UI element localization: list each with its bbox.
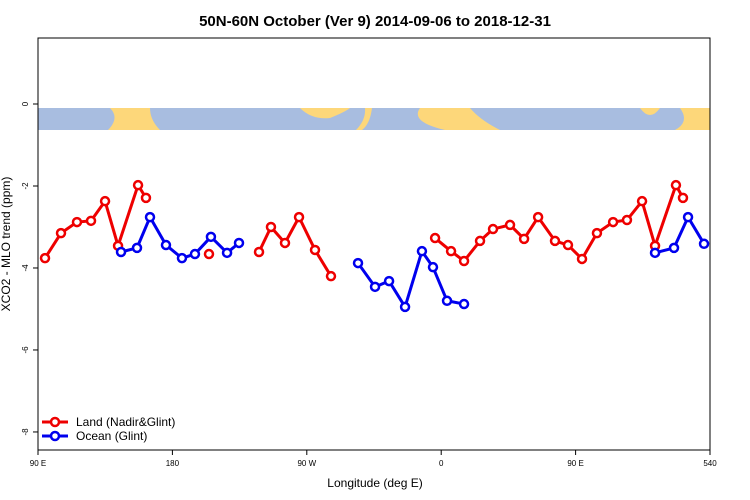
point xyxy=(487,223,499,235)
point xyxy=(670,179,682,191)
point xyxy=(458,298,470,310)
point xyxy=(203,248,215,260)
point xyxy=(369,281,381,293)
y-tick-label: -4 xyxy=(21,264,30,272)
point xyxy=(176,252,188,264)
point xyxy=(293,211,305,223)
series-line xyxy=(43,183,685,277)
point xyxy=(576,253,588,265)
point xyxy=(352,257,364,269)
point xyxy=(458,255,470,267)
legend-marker xyxy=(49,430,61,442)
point xyxy=(682,211,694,223)
point xyxy=(71,216,83,228)
point xyxy=(115,246,127,258)
point xyxy=(309,244,321,256)
point xyxy=(677,192,689,204)
point xyxy=(416,245,428,257)
point xyxy=(140,192,152,204)
point xyxy=(189,248,201,260)
point xyxy=(99,195,111,207)
map-ocean xyxy=(470,108,684,130)
x-tick-label: 90 W xyxy=(297,459,316,468)
x-tick-label: 180 xyxy=(166,459,180,468)
map-band xyxy=(38,108,710,130)
point xyxy=(131,242,143,254)
x-tick-label: 90 E xyxy=(567,459,583,468)
y-tick-label: -2 xyxy=(21,182,30,190)
y-tick-label: -6 xyxy=(21,346,30,354)
point xyxy=(445,245,457,257)
point xyxy=(636,195,648,207)
point xyxy=(621,214,633,226)
point xyxy=(144,211,156,223)
x-axis-label: Longitude (deg E) xyxy=(327,476,422,490)
point xyxy=(39,252,51,264)
map-ocean xyxy=(150,108,445,130)
chart-title: 50N-60N October (Ver 9) 2014-09-06 to 20… xyxy=(199,13,551,30)
point xyxy=(668,242,680,254)
point xyxy=(205,231,217,243)
point xyxy=(441,295,453,307)
point xyxy=(221,247,233,259)
y-tick-label: -8 xyxy=(21,428,30,436)
y-axis-label: XCO2 - MLO trend (ppm) xyxy=(0,177,13,312)
point xyxy=(383,275,395,287)
series-line xyxy=(120,215,706,309)
map-land xyxy=(356,108,372,130)
point xyxy=(253,246,265,258)
point xyxy=(504,219,516,231)
point xyxy=(233,237,245,249)
point xyxy=(698,238,710,250)
x-tick-label: 0 xyxy=(439,459,444,468)
point xyxy=(562,239,574,251)
point xyxy=(427,261,439,273)
x-tick-label: 540 xyxy=(703,459,717,468)
point xyxy=(591,227,603,239)
point xyxy=(85,215,97,227)
point xyxy=(160,239,172,251)
plot-frame xyxy=(37,37,711,451)
point xyxy=(55,227,67,239)
point xyxy=(429,232,441,244)
map-ocean xyxy=(38,108,115,130)
point xyxy=(265,221,277,233)
point xyxy=(649,247,661,259)
point xyxy=(607,216,619,228)
point xyxy=(399,301,411,313)
point xyxy=(549,235,561,247)
point xyxy=(132,179,144,191)
point xyxy=(532,211,544,223)
legend-label: Land (Nadir&Glint) xyxy=(76,415,175,429)
point xyxy=(279,237,291,249)
point xyxy=(325,270,337,282)
point xyxy=(518,233,530,245)
x-tick-label: 90 E xyxy=(30,459,46,468)
y-tick-label: 0 xyxy=(21,101,30,106)
legend-label: Ocean (Glint) xyxy=(76,429,147,443)
point xyxy=(474,235,486,247)
legend-marker xyxy=(49,416,61,428)
